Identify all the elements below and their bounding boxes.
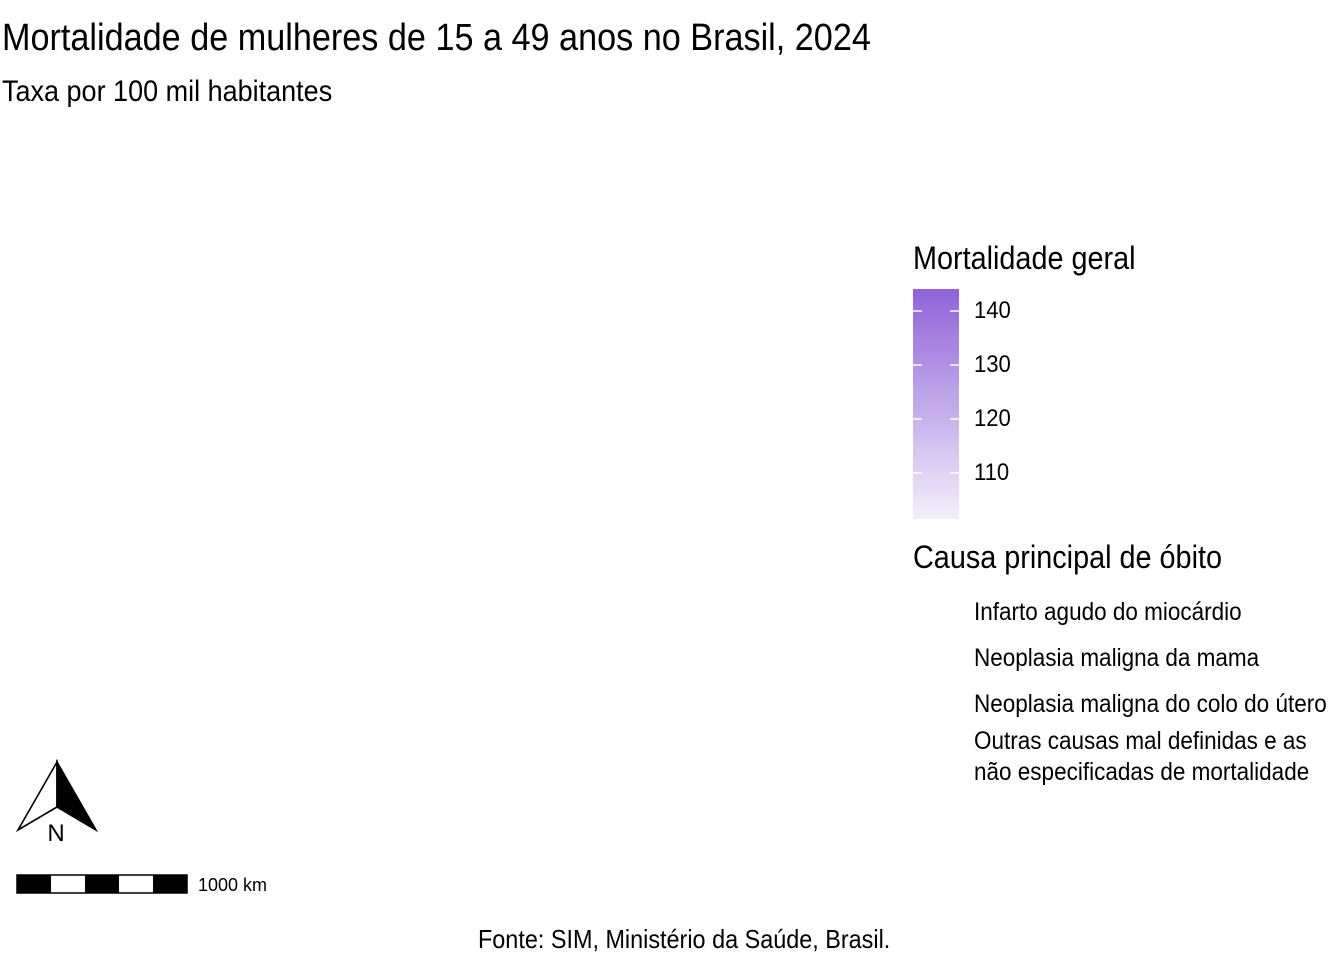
colorbar-tick-label-130: 130 [974, 351, 1011, 378]
scale-bar [16, 874, 188, 894]
scale-bar-segment [17, 875, 51, 893]
north-arrow-icon: N [15, 758, 99, 847]
colorbar [913, 289, 959, 519]
colorbar-tick-label-120: 120 [974, 405, 1011, 432]
legend-cause-item: Outras causas mal definidas e as não esp… [974, 726, 1309, 788]
legend-cause-item: Neoplasia maligna do colo do útero [974, 690, 1327, 718]
legend-cause-item-line: Outras causas mal definidas e as [974, 727, 1307, 755]
legend-cause-item: Neoplasia maligna da mama [974, 644, 1260, 672]
legend-cause-item: Infarto agudo do miocárdio [974, 598, 1242, 626]
colorbar-tick-label-110: 110 [974, 459, 1010, 486]
legend-cause-item-line: não especificadas de mortalidade [974, 758, 1310, 786]
scale-bar-segment [85, 875, 119, 893]
north-arrow-label: N [47, 820, 64, 847]
map-caption: Fonte: SIM, Ministério da Saúde, Brasil. [478, 924, 891, 954]
map-title: Mortalidade de mulheres de 15 a 49 anos … [2, 17, 871, 59]
colorbar-gradient [913, 289, 959, 519]
legend-general-title: Mortalidade geral [913, 240, 1136, 276]
scale-bar-segment [153, 875, 187, 893]
scale-bar-label: 1000 km [198, 875, 268, 895]
colorbar-tick-label-140: 140 [974, 297, 1011, 324]
legend-cause-title: Causa principal de óbito [913, 539, 1222, 575]
map-subtitle: Taxa por 100 mil habitantes [2, 75, 333, 108]
